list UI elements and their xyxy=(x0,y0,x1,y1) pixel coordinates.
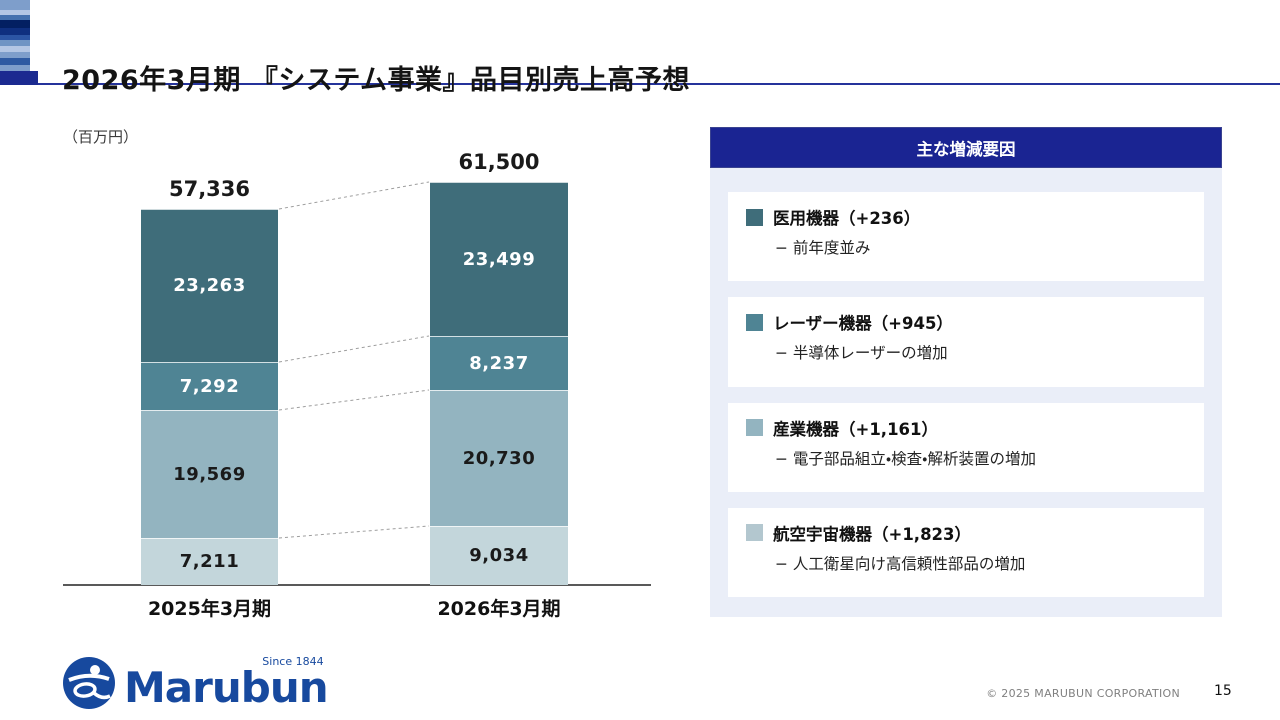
bar-segment: 19,569 xyxy=(141,410,278,538)
title-underline xyxy=(0,83,1280,85)
unit-label: （百万円） xyxy=(63,128,139,146)
connector-dashed-line xyxy=(278,181,430,210)
factor-label: レーザー機器（+945） xyxy=(773,314,953,334)
factor-note: − 人工衛星向け高信頼性部品の増加 xyxy=(775,554,1026,573)
bar-segment: 23,263 xyxy=(141,209,278,362)
x-axis-line xyxy=(63,584,651,586)
factor-card: レーザー機器（+945） − 半導体レーザーの増加 xyxy=(728,297,1204,387)
segment-value-label: 7,292 xyxy=(179,375,240,397)
bar-segment: 8,237 xyxy=(430,336,568,390)
bar-segment: 23,499 xyxy=(430,182,568,336)
deco-stripes xyxy=(0,0,40,85)
factor-note: − 半導体レーザーの増加 xyxy=(775,344,948,363)
segment-value-label: 20,730 xyxy=(462,447,536,469)
segment-value-label: 7,211 xyxy=(179,551,240,572)
legend-swatch-icon xyxy=(746,419,763,436)
segment-value-label: 8,237 xyxy=(469,352,529,374)
connector-dashed-line xyxy=(278,525,430,539)
factor-label: 医用機器（+236） xyxy=(773,209,921,228)
category-label: 2026年3月期 xyxy=(437,598,561,620)
category-label: 2025年3月期 xyxy=(147,598,272,620)
bar-total-label: 57,336 xyxy=(168,177,251,201)
segment-value-label: 23,499 xyxy=(462,248,536,270)
bar-segment: 20,730 xyxy=(430,390,568,526)
factor-note: − 前年度並み xyxy=(775,239,871,257)
marubun-logo-mark-icon xyxy=(63,657,115,709)
segment-value-label: 19,569 xyxy=(173,463,246,485)
copyright-text: © 2025 MARUBUN CORPORATION xyxy=(986,687,1180,700)
bar-segment: 7,211 xyxy=(141,538,278,585)
factors-panel-title: 主な増減要因 xyxy=(710,127,1222,168)
legend-swatch-icon xyxy=(746,313,763,331)
factor-card: 産業機器（+1,161） − 電子部品組立・検査・解析装置の増加 xyxy=(728,402,1204,492)
marubun-logo: Since 1844 Marubun xyxy=(62,655,329,712)
factor-label: 産業機器（+1,161） xyxy=(773,419,939,439)
bar-total-label: 61,500 xyxy=(458,150,540,174)
factor-card: 航空宇宙機器（+1,823） − 人工衛星向け高信頼性部品の増加 xyxy=(728,507,1204,597)
connector-dashed-line xyxy=(278,335,430,363)
factors-panel: 主な増減要因 医用機器（+236） − 前年度並みレーザー機器（+945） − 半導… xyxy=(710,127,1222,617)
connector-dashed-line xyxy=(278,389,430,411)
factor-card: 医用機器（+236） − 前年度並み xyxy=(728,192,1204,282)
logo-tagline: Since 1844 xyxy=(262,655,324,668)
legend-swatch-icon xyxy=(746,524,763,542)
sales-stacked-bar-chart: （百万円） 7,211 19,569 7,292 23,263 57,336 2025年3… xyxy=(63,120,663,632)
factor-note: − 電子部品組立・検査・解析装置の増加 xyxy=(775,449,1036,468)
factor-label: 航空宇宙機器（+1,823） xyxy=(773,524,972,544)
page-title: 2026年3月期 『システム事業』品目別売上高予想 xyxy=(62,65,691,97)
segment-value-label: 9,034 xyxy=(469,545,529,566)
bar-segment: 7,292 xyxy=(141,362,278,410)
bar-segment: 9,034 xyxy=(430,526,568,585)
logo-wordmark: Marubun xyxy=(124,663,329,712)
factors-panel-body: 医用機器（+236） − 前年度並みレーザー機器（+945） − 半導体レーザーの増… xyxy=(710,168,1222,617)
page-number: 15 xyxy=(1214,683,1232,699)
segment-value-label: 23,263 xyxy=(173,275,246,296)
legend-swatch-icon xyxy=(746,208,763,226)
